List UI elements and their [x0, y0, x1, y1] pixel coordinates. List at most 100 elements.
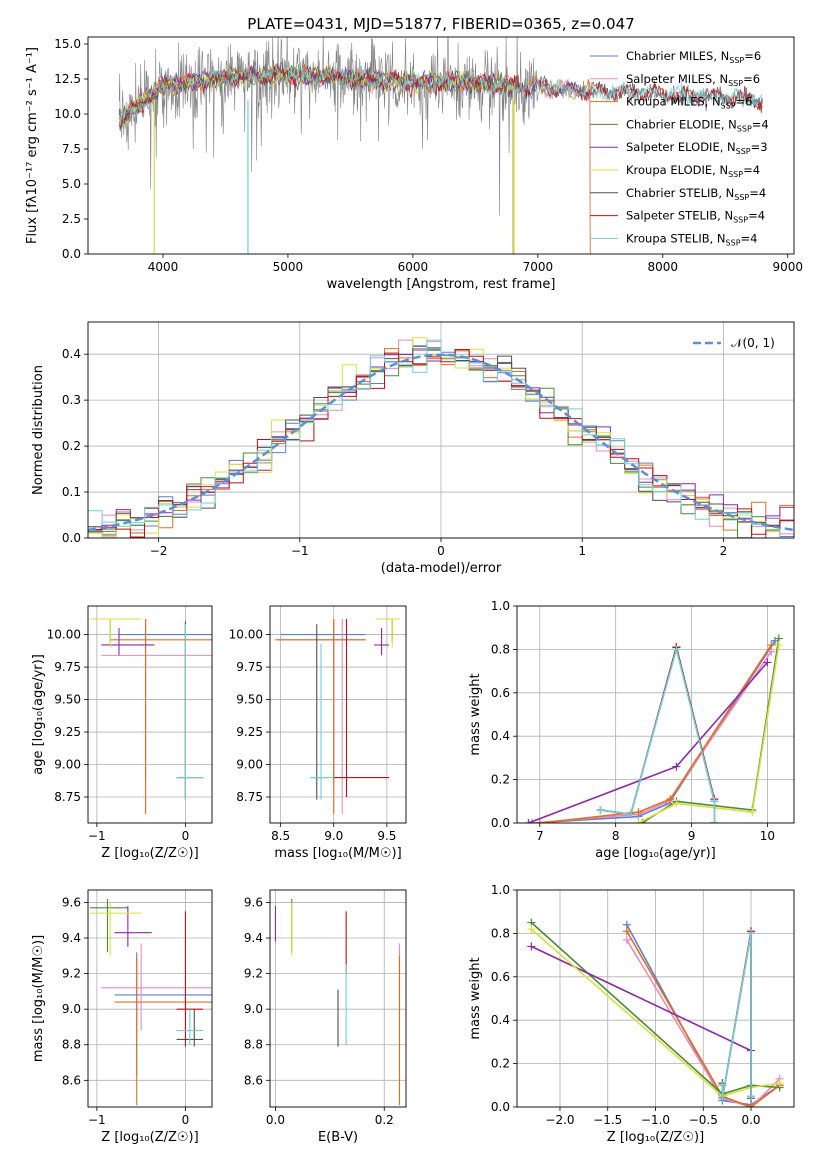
legend-label-tail: =3	[751, 140, 768, 154]
y-tick-label: 9.4	[244, 931, 263, 945]
y-tick-label: 9.4	[62, 931, 81, 945]
y-tick-label: 9.50	[54, 693, 81, 707]
legend-label-sub: SSP	[726, 238, 741, 247]
legend-label-tail: =6	[744, 49, 761, 63]
weight-series-line	[721, 933, 752, 1099]
panel-age-vs-Z: −1 0 8.75 9.00 9.25 9.50 9.75 10.00 Z [log₁₀(Z/Z…	[31, 605, 213, 861]
y-tick-label: 9.2	[244, 967, 263, 981]
weight-point-marker	[774, 641, 783, 650]
weight-series-line	[626, 939, 781, 1107]
weight-point-marker	[634, 808, 643, 817]
y-tick-label: 0.4	[62, 347, 81, 361]
y-tick-label: 8.8	[62, 1038, 81, 1052]
legend-label: Salpeter STELIB, NSSP=4	[626, 209, 765, 225]
weight-point-marker	[672, 762, 681, 771]
legend-label-tail: =6	[743, 72, 760, 86]
weight-series-line	[539, 644, 772, 823]
y-axis-label: mass weight	[468, 957, 483, 1039]
model-spectrum-line	[118, 64, 763, 127]
x-tick-label: 6000	[398, 260, 429, 274]
y-tick-label: 8.6	[244, 1073, 263, 1087]
x-axis-label: E(B-V)	[318, 1130, 358, 1145]
legend-label: Kroupa STELIB, NSSP=4	[626, 231, 757, 247]
y-axis-label: mass weight	[468, 673, 483, 755]
legend-label-main: Chabrier STELIB, N	[626, 186, 734, 200]
weight-point-marker	[535, 819, 544, 823]
axes-frame	[269, 889, 407, 1108]
x-tick-label: −0.5	[689, 1113, 718, 1127]
y-tick-label: 9.6	[62, 895, 81, 909]
y-axis-label: Normed distribution	[31, 365, 46, 495]
weight-point-marker	[718, 1081, 727, 1090]
axes-frame	[516, 889, 795, 1108]
histogram-step	[88, 339, 794, 538]
legend-label-main: Kroupa ELODIE, N	[626, 163, 728, 177]
legend-label: Kroupa MILES, NSSP=6	[626, 95, 752, 111]
plot-area	[527, 918, 784, 1107]
legend-label-sub: SSP	[729, 56, 744, 65]
chart-title: PLATE=0431, MJD=51877, FIBERID=0365, z=0…	[247, 15, 634, 33]
y-tick-label: 0.8	[491, 926, 510, 940]
y-tick-label: 10.0	[54, 107, 81, 121]
legend-label: Chabrier MILES, NSSP=6	[626, 49, 761, 65]
x-tick-label: 1	[578, 544, 586, 558]
x-tick-label: 0.0	[266, 1113, 285, 1127]
y-tick-label: 5.0	[62, 177, 81, 191]
weight-point-marker	[718, 1094, 727, 1103]
y-tick-label: 1.0	[491, 599, 510, 613]
y-axis-label: mass [log₁₀(M/M☉)]	[31, 935, 46, 1062]
legend-label-sub: SSP	[734, 193, 749, 202]
weight-point-marker	[634, 819, 643, 823]
x-tick-label: 9.5	[377, 829, 396, 843]
model-spectrum-line	[118, 65, 763, 128]
y-tick-label: 0.1	[62, 485, 81, 499]
y-tick-label: 10.00	[229, 628, 263, 642]
legend-label-sub: SSP	[721, 102, 736, 111]
legend-label-main: Salpeter MILES, N	[626, 72, 728, 86]
weight-point-marker	[747, 1103, 756, 1107]
y-tick-label: 7.5	[62, 142, 81, 156]
x-tick-label: 0	[182, 1113, 190, 1127]
y-tick-label: 8.75	[236, 790, 263, 804]
legend-label: 𝒩(0, 1)	[731, 336, 775, 350]
legend-label-tail: =4	[748, 209, 765, 223]
x-tick-label: −1.0	[641, 1113, 670, 1127]
axes-frame	[87, 321, 795, 539]
weight-point-marker	[672, 645, 681, 654]
panel-weight-vs-age: 7 8 9 10 0.0 0.2 0.4 0.6 0.8 1.0 age [log₁₀(age/yr…	[468, 599, 795, 861]
y-tick-label: 10.00	[47, 628, 81, 642]
weight-point-marker	[527, 942, 536, 951]
y-tick-label: 9.0	[244, 1002, 263, 1016]
y-tick-label: 9.25	[54, 725, 81, 739]
x-tick-label: 9	[688, 829, 696, 843]
panel-residuals: −2 −1 0 1 2 0.0 0.1 0.2 0.3 0.4 (data-model)/error…	[31, 321, 795, 576]
x-tick-label: −1	[291, 544, 309, 558]
axes-frame	[87, 605, 213, 824]
weight-point-marker	[622, 935, 631, 944]
weight-point-marker	[666, 795, 675, 804]
x-axis-label: wavelength [Angstrom, rest frame]	[327, 277, 556, 292]
legend-label: Chabrier ELODIE, NSSP=4	[626, 117, 769, 133]
weight-series-line	[530, 928, 780, 1098]
axes-frame	[269, 605, 407, 824]
legend-label-main: Kroupa MILES, N	[626, 95, 721, 109]
x-tick-label: 8.5	[271, 829, 290, 843]
x-tick-label: 0.2	[375, 1113, 394, 1127]
x-tick-label: 0.0	[741, 1113, 760, 1127]
y-tick-label: 9.50	[236, 693, 263, 707]
y-tick-label: 0.0	[491, 1100, 510, 1114]
x-axis-label: Z [log₁₀(Z/Z☉)]	[607, 1130, 704, 1145]
legend-label-sub: SSP	[737, 124, 752, 133]
y-tick-label: 12.5	[54, 72, 81, 86]
y-tick-label: 0.6	[491, 686, 510, 700]
legend-label-sub: SSP	[728, 79, 743, 88]
legend-label-main: Chabrier MILES, N	[626, 49, 729, 63]
x-tick-label: 0	[437, 544, 445, 558]
x-tick-label: −1	[88, 1113, 106, 1127]
y-tick-label: 0.4	[491, 1013, 510, 1027]
weight-point-marker	[527, 925, 536, 934]
weight-point-marker	[524, 819, 533, 823]
weight-point-marker	[622, 927, 631, 936]
legend-label-main: Chabrier ELODIE, N	[626, 117, 737, 131]
weight-point-marker	[710, 797, 719, 806]
